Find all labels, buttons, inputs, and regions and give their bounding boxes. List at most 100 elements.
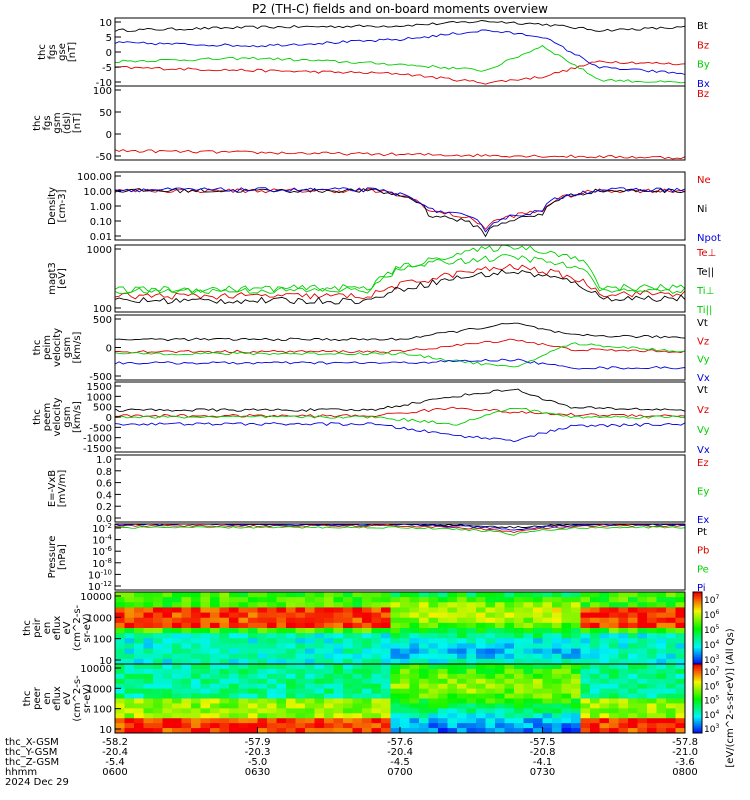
- spectrogram-cell: [590, 728, 600, 734]
- spectrogram-cell: [447, 612, 458, 619]
- spectrogram-cell: [533, 693, 543, 699]
- spectrogram-cell: [628, 673, 638, 680]
- colorbar-cell: [693, 597, 702, 600]
- spectrogram-cell: [580, 653, 591, 660]
- spectrogram-cell: [495, 678, 505, 685]
- spectrogram-cell: [542, 612, 553, 619]
- spectrogram-cell: [191, 592, 201, 598]
- spectrogram-cell: [229, 688, 239, 694]
- spectrogram-cell: [324, 622, 334, 629]
- spectrogram-cell: [599, 713, 610, 719]
- colorbar-tick: 103: [704, 654, 719, 666]
- spectrogram-cell: [210, 703, 220, 709]
- spectrogram-cell: [172, 592, 182, 598]
- spectrogram-cell: [495, 688, 505, 694]
- spectrogram-cell: [200, 602, 211, 608]
- spectrogram-cell: [134, 723, 144, 729]
- spectrogram-cell: [561, 653, 572, 660]
- spectrogram-cell: [523, 653, 534, 660]
- spectrogram-cell: [504, 718, 515, 724]
- spectrogram-cell: [647, 622, 657, 629]
- spectrogram-cell: [343, 664, 353, 670]
- spectrogram-cell: [419, 628, 429, 634]
- spectrogram-cell: [590, 638, 600, 644]
- spectrogram-cell: [200, 683, 211, 690]
- spectrogram-cell: [267, 658, 277, 665]
- spectrogram-cell: [276, 723, 287, 729]
- series-Ti⊥: [114, 254, 686, 293]
- spectrogram-cell: [314, 628, 325, 634]
- spectrogram-cell: [352, 713, 363, 719]
- spectrogram-cell: [675, 664, 686, 670]
- spectrogram-cell: [438, 664, 448, 670]
- spectrogram-cell: [352, 653, 363, 660]
- spectrogram-cell: [504, 693, 515, 699]
- spectrogram-cell: [409, 698, 420, 704]
- spectrogram-cell: [476, 638, 486, 644]
- spectrogram-cell: [381, 673, 391, 680]
- spectrogram-cell: [609, 708, 619, 714]
- spectrogram-cell: [210, 638, 220, 644]
- spectrogram-cell: [324, 688, 334, 694]
- colorbar-cell: [693, 653, 702, 656]
- spectrogram-cell: [191, 597, 201, 603]
- colorbar-cell: [693, 726, 702, 729]
- spectrogram-cell: [172, 597, 182, 603]
- spectrogram-cell: [276, 653, 287, 660]
- spectrogram-cell: [438, 673, 448, 680]
- y-tick-label: 10-6: [92, 545, 112, 558]
- spectrogram-cell: [362, 713, 372, 719]
- spectrogram-cell: [371, 678, 382, 685]
- spectrogram-cell: [134, 708, 144, 714]
- colorbar-cell: [693, 619, 702, 622]
- spectrogram-cell: [504, 688, 515, 694]
- y-label-line: [km/s]: [72, 401, 83, 433]
- spectrogram-cell: [324, 607, 334, 613]
- spectrogram-cell: [352, 622, 363, 629]
- y-label-line: E=-VxB: [47, 470, 58, 507]
- spectrogram-cell: [191, 653, 201, 660]
- spectrogram-cell: [200, 678, 211, 685]
- spectrogram-cell: [666, 658, 676, 665]
- spectrogram-cell: [628, 602, 638, 608]
- spectrogram-cell: [324, 617, 334, 624]
- y-tick-label: 0.0: [96, 514, 112, 525]
- spectrogram-cell: [599, 698, 610, 704]
- spectrogram-cell: [124, 723, 135, 729]
- spectrogram-cell: [343, 723, 353, 729]
- spectrogram-cell: [656, 683, 667, 690]
- spectrogram-cell: [609, 723, 619, 729]
- spectrogram-cell: [647, 698, 657, 704]
- spectrogram-cell: [618, 612, 629, 619]
- spectrogram-cell: [523, 658, 534, 665]
- spectrogram-cell: [438, 723, 448, 729]
- spectrogram-cell: [552, 664, 562, 670]
- spectrogram-cell: [286, 713, 296, 719]
- spectrogram-cell: [352, 683, 363, 690]
- spectrogram-cell: [628, 683, 638, 690]
- spectrogram-cell: [476, 683, 486, 690]
- spectrogram-cell: [485, 602, 496, 608]
- colorbar-cell: [693, 637, 702, 640]
- spectrogram-cell: [229, 643, 239, 649]
- spectrogram-cell: [381, 643, 391, 649]
- spectrogram-cell: [314, 607, 325, 613]
- spectrogram-cell: [390, 683, 401, 690]
- y-label-line: eV: [62, 692, 73, 705]
- spectrogram-cell: [628, 607, 638, 613]
- spectrogram-cell: [675, 723, 686, 729]
- spectrogram-cell: [428, 648, 439, 655]
- spectrogram-cell: [438, 617, 448, 624]
- spectrogram-cell: [647, 688, 657, 694]
- spectrogram-cell: [514, 703, 524, 709]
- y-tick-label: 10-4: [92, 534, 112, 547]
- spectrogram-cell: [390, 708, 401, 714]
- spectrogram-cell: [666, 673, 676, 680]
- spectrogram-cell: [257, 617, 268, 624]
- spectrogram-cell: [466, 688, 477, 694]
- spectrogram-cell: [675, 698, 686, 704]
- legend-Ez: Ez: [697, 458, 709, 469]
- spectrogram-cell: [276, 602, 287, 608]
- spectrogram-cell: [172, 612, 182, 619]
- spectrogram-cell: [153, 628, 163, 634]
